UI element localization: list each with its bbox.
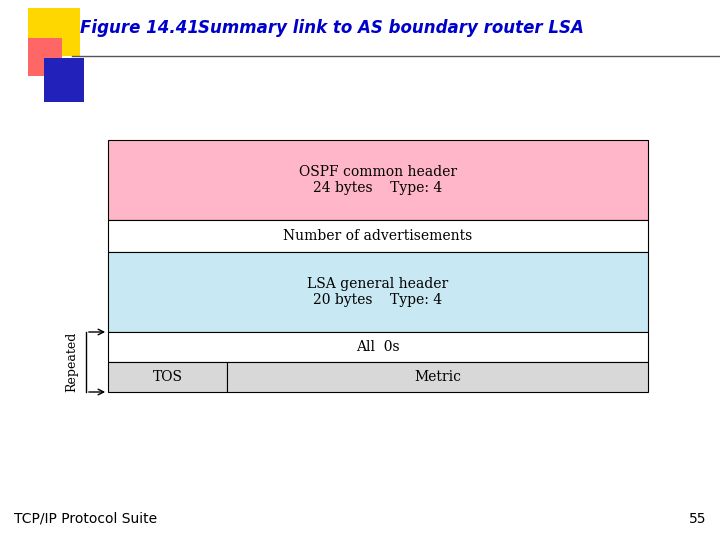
Bar bbox=[108, 252, 648, 332]
Bar bbox=[108, 332, 648, 362]
Bar bbox=[108, 140, 648, 220]
Text: Repeated: Repeated bbox=[66, 332, 78, 392]
Bar bbox=[28, 38, 62, 76]
Text: 55: 55 bbox=[688, 512, 706, 526]
Text: LSA general header
20 bytes    Type: 4: LSA general header 20 bytes Type: 4 bbox=[307, 277, 449, 307]
Bar bbox=[108, 220, 648, 252]
Bar bbox=[28, 8, 80, 56]
Text: OSPF common header
24 bytes    Type: 4: OSPF common header 24 bytes Type: 4 bbox=[299, 165, 457, 195]
Bar bbox=[108, 362, 227, 392]
Text: Figure 14.41: Figure 14.41 bbox=[80, 19, 199, 37]
Text: Metric: Metric bbox=[414, 370, 461, 384]
Text: Number of advertisements: Number of advertisements bbox=[284, 229, 472, 243]
Text: TCP/IP Protocol Suite: TCP/IP Protocol Suite bbox=[14, 512, 157, 526]
Text: All  0s: All 0s bbox=[356, 340, 400, 354]
Bar bbox=[227, 362, 648, 392]
Text: TOS: TOS bbox=[153, 370, 182, 384]
Text: Summary link to AS boundary router LSA: Summary link to AS boundary router LSA bbox=[198, 19, 584, 37]
Bar bbox=[44, 58, 84, 102]
